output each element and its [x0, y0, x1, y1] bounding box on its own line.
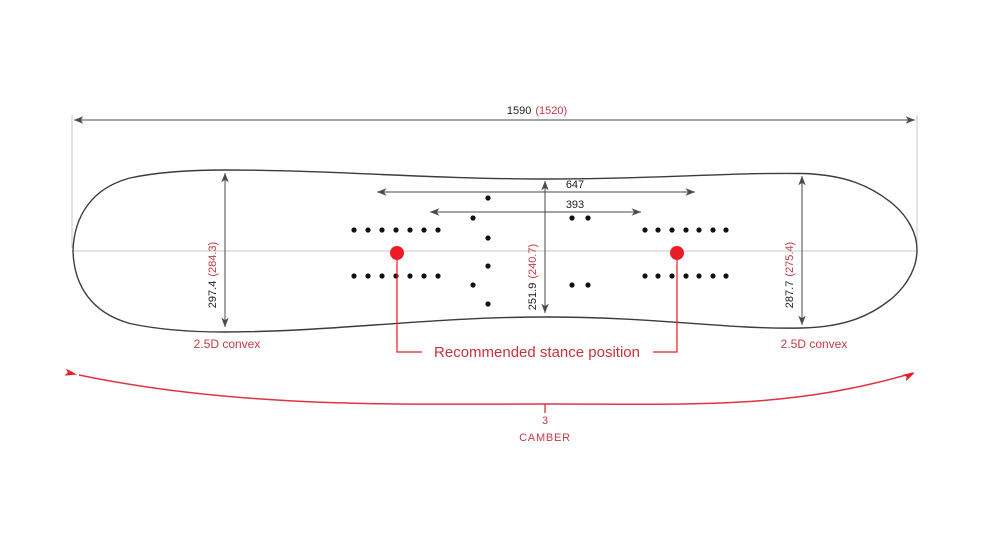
- nose-width-label: 287.7(275.4): [784, 242, 796, 308]
- insert-dot: [696, 273, 702, 279]
- insert-dot: [485, 235, 491, 241]
- insert-dot: [710, 273, 716, 279]
- insert-dot: [642, 273, 648, 279]
- camber-curve: [78, 372, 914, 405]
- board-outline: [72, 169, 918, 333]
- overall-length-label: 1590 (1520): [507, 105, 567, 117]
- stance-dot: [390, 246, 404, 260]
- insert-dot: [470, 215, 476, 221]
- insert-dot: [485, 195, 491, 201]
- insert-dot: [655, 273, 661, 279]
- insert-dot: [642, 227, 648, 233]
- insert-dot: [569, 215, 575, 221]
- camber-arrow-left: [64, 368, 77, 376]
- camber-label: CAMBER: [519, 432, 571, 444]
- camber-value: 3: [542, 415, 548, 427]
- stance-markers: [390, 246, 684, 260]
- waist-width-label: 251.9(240.7): [527, 244, 539, 310]
- insert-dot: [485, 263, 491, 269]
- insert-dot: [407, 227, 413, 233]
- insert-dot: [379, 227, 385, 233]
- stance-leader-right: [653, 259, 678, 353]
- insert-dot: [407, 273, 413, 279]
- insert-dot: [351, 227, 357, 233]
- insert-dot: [696, 227, 702, 233]
- insert-dot: [669, 273, 675, 279]
- insert-dot: [393, 227, 399, 233]
- insert-dot: [365, 273, 371, 279]
- camber-arrow-right: [902, 372, 915, 382]
- stance-position-label: Recommended stance position: [434, 344, 640, 361]
- insert-dot: [470, 282, 476, 288]
- insert-dot: [435, 273, 441, 279]
- insert-dot: [585, 215, 591, 221]
- stance-dot: [670, 246, 684, 260]
- stance-leader-left: [396, 259, 422, 353]
- insert-dot: [435, 227, 441, 233]
- insert-dot: [723, 273, 729, 279]
- insert-dot: [379, 273, 385, 279]
- insert-dot: [421, 273, 427, 279]
- insert-dot: [421, 227, 427, 233]
- insert-dot: [393, 273, 399, 279]
- insert-dot: [669, 227, 675, 233]
- insert-dot: [585, 282, 591, 288]
- insert-dot: [569, 282, 575, 288]
- insert-dots: [351, 195, 729, 307]
- insert-dot: [723, 227, 729, 233]
- right-convex-label: 2.5D convex: [781, 337, 848, 351]
- stance-inner-label: 393: [566, 199, 584, 211]
- insert-dot: [351, 273, 357, 279]
- insert-dot: [683, 273, 689, 279]
- insert-dot: [655, 227, 661, 233]
- stance-outer-label: 647: [566, 179, 584, 191]
- insert-dot: [683, 227, 689, 233]
- insert-dot: [485, 301, 491, 307]
- insert-dot: [710, 227, 716, 233]
- insert-dot: [365, 227, 371, 233]
- left-convex-label: 2.5D convex: [194, 337, 261, 351]
- tail-width-label: 297.4(284.3): [207, 242, 219, 308]
